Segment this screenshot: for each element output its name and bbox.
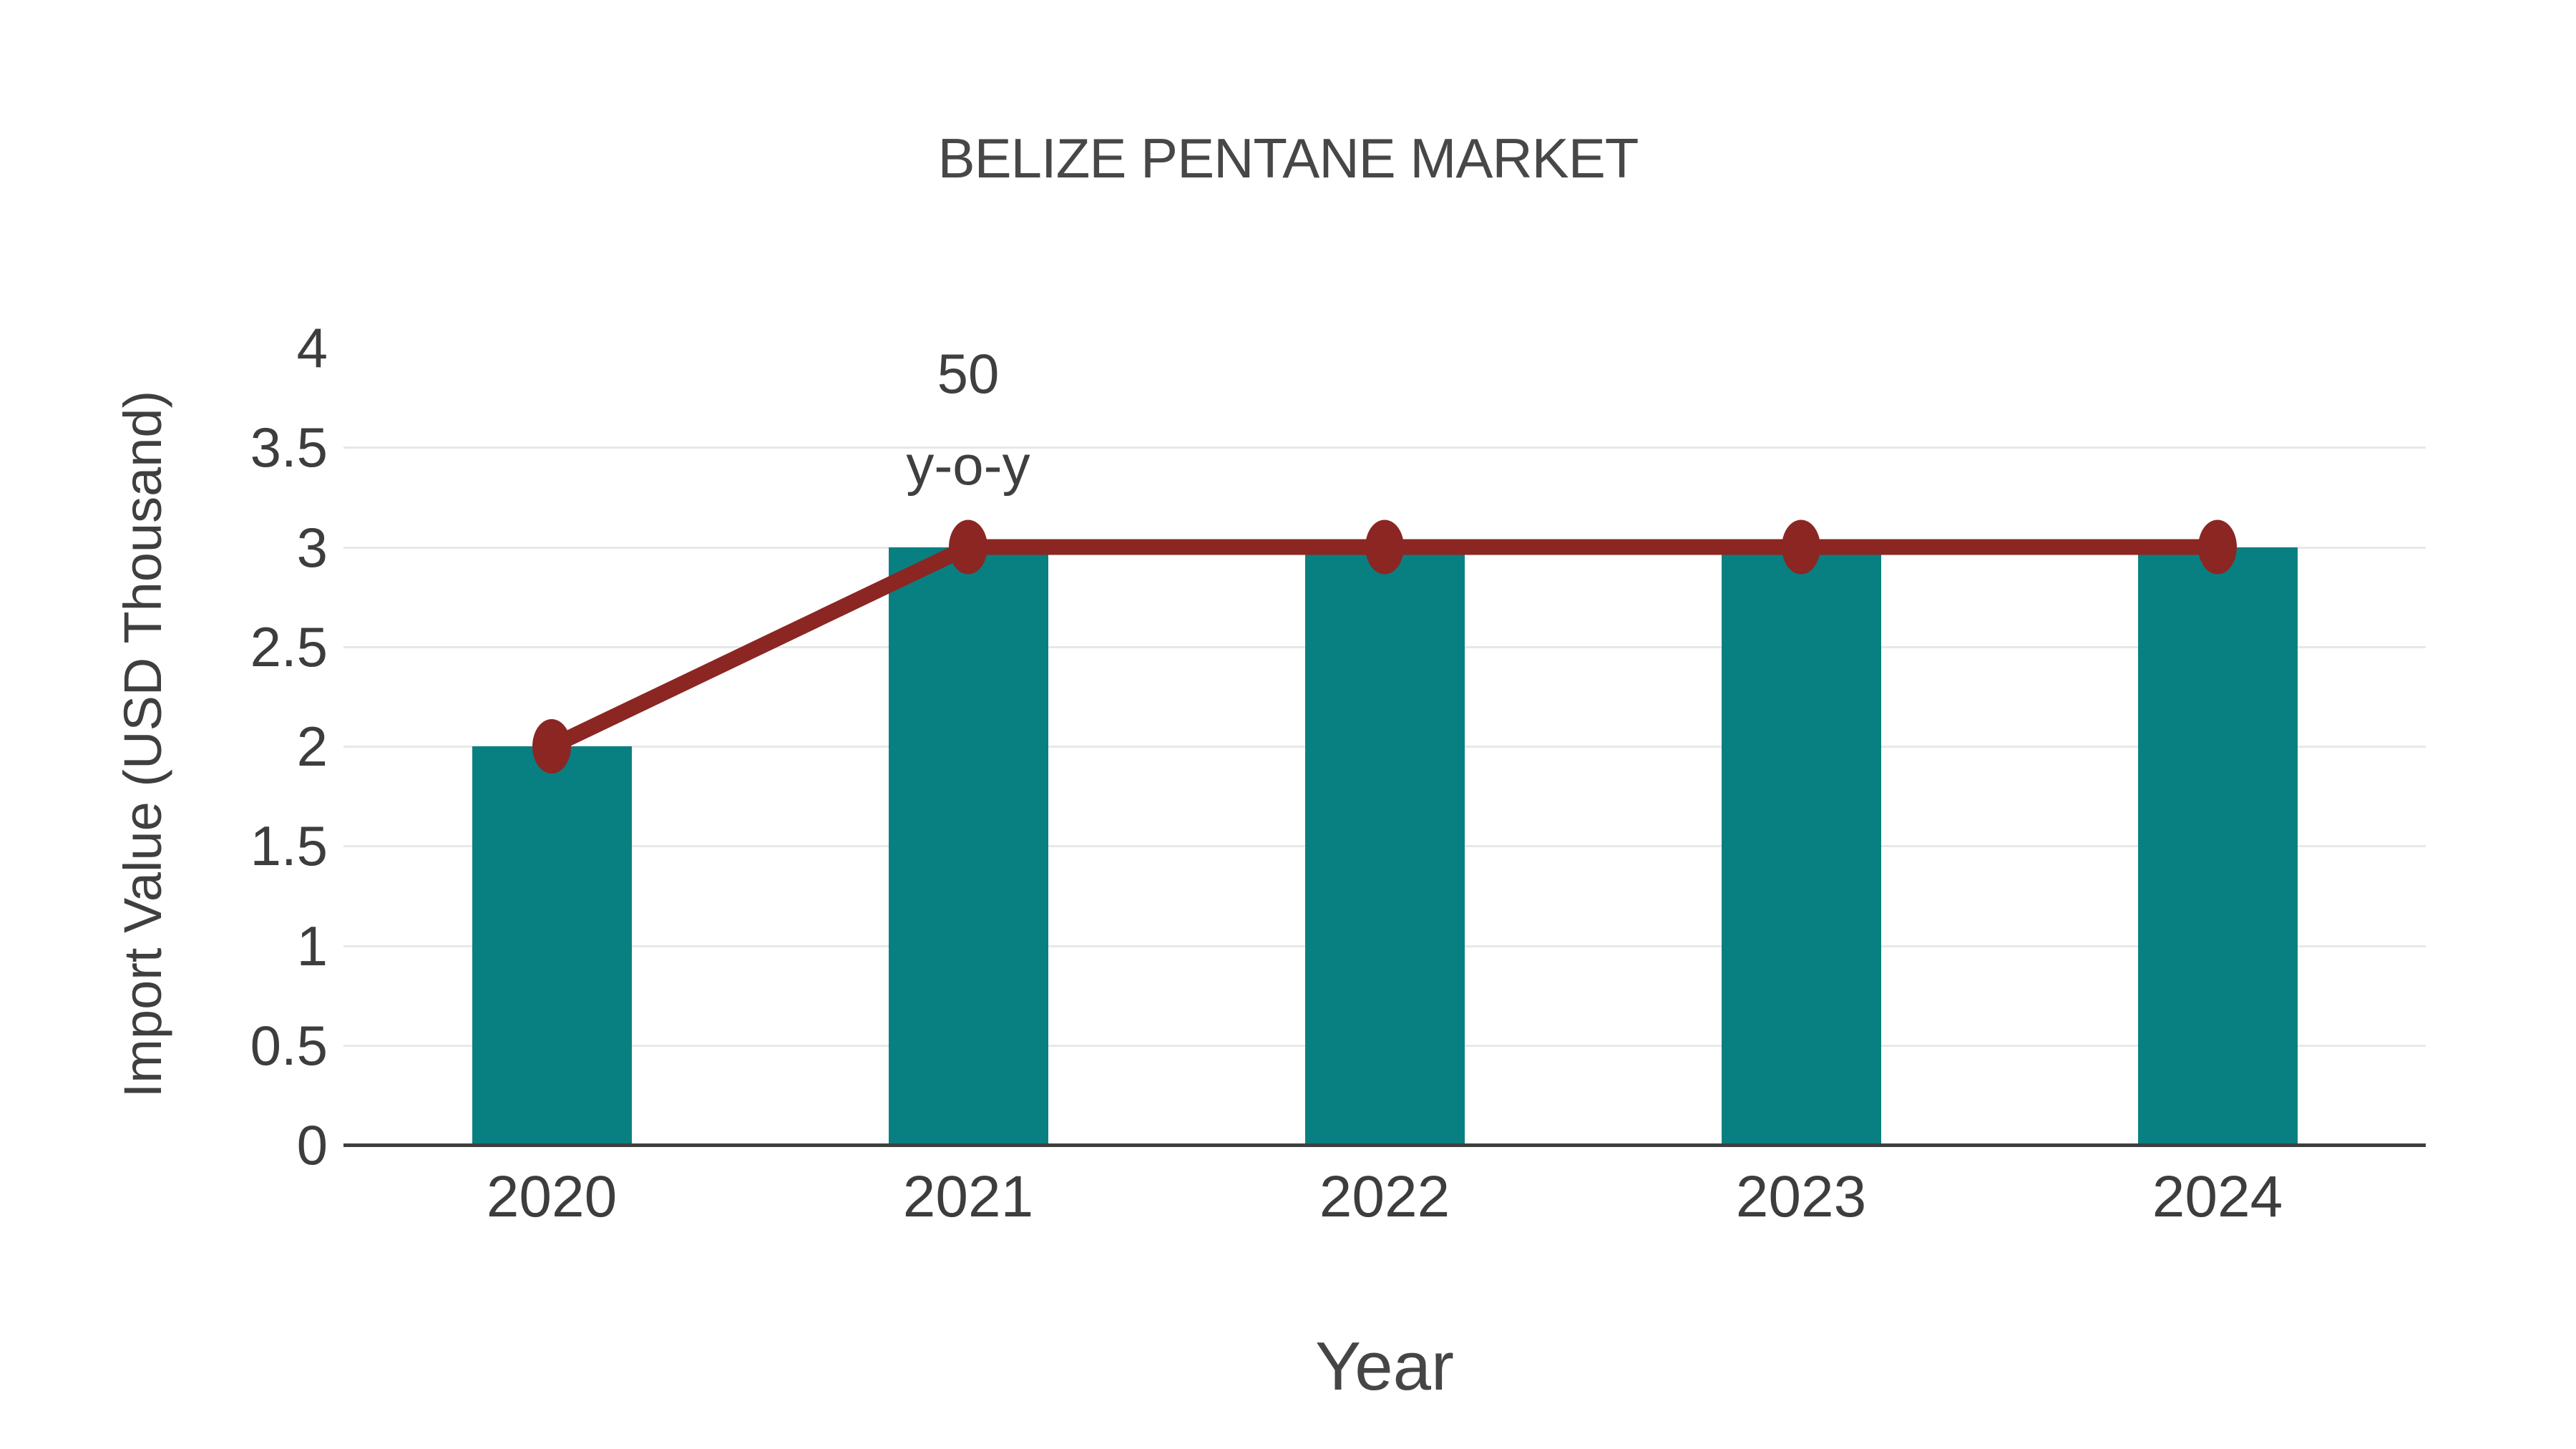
- bar-2020: [472, 746, 632, 1145]
- y-tick-label: 4: [296, 316, 328, 379]
- y-tick-label: 1.5: [250, 814, 328, 877]
- x-tick-label: 2022: [1319, 1164, 1450, 1229]
- chart-title: BELIZE PENTANE MARKET: [937, 127, 1639, 190]
- x-tick-label: 2021: [902, 1164, 1034, 1229]
- y-tick-label: 0.5: [250, 1014, 328, 1077]
- annotation-yoy: 50 y-o-y: [906, 328, 1030, 511]
- y-tick-label: 2: [296, 715, 328, 778]
- x-tick-label: 2023: [1735, 1164, 1867, 1229]
- x-axis-title: Year: [1315, 1328, 1454, 1405]
- bar-2022: [1305, 547, 1465, 1145]
- y-tick-label: 3: [296, 516, 328, 579]
- y-tick-label: 1: [296, 914, 328, 977]
- y-tick-label: 0: [296, 1113, 328, 1176]
- y-tick-label: 3.5: [250, 416, 328, 479]
- bar-2024: [2138, 547, 2298, 1145]
- y-tick-label: 2.5: [250, 615, 328, 678]
- annotation-value: 50: [937, 342, 1000, 405]
- annotation-label: y-o-y: [906, 434, 1030, 497]
- gridline: [343, 447, 2426, 449]
- bar-2021: [889, 547, 1048, 1145]
- x-axis-line: [343, 1143, 2426, 1147]
- x-tick-label: 2020: [486, 1164, 618, 1229]
- x-tick-label: 2024: [2152, 1164, 2283, 1229]
- bar-2023: [1722, 547, 1881, 1145]
